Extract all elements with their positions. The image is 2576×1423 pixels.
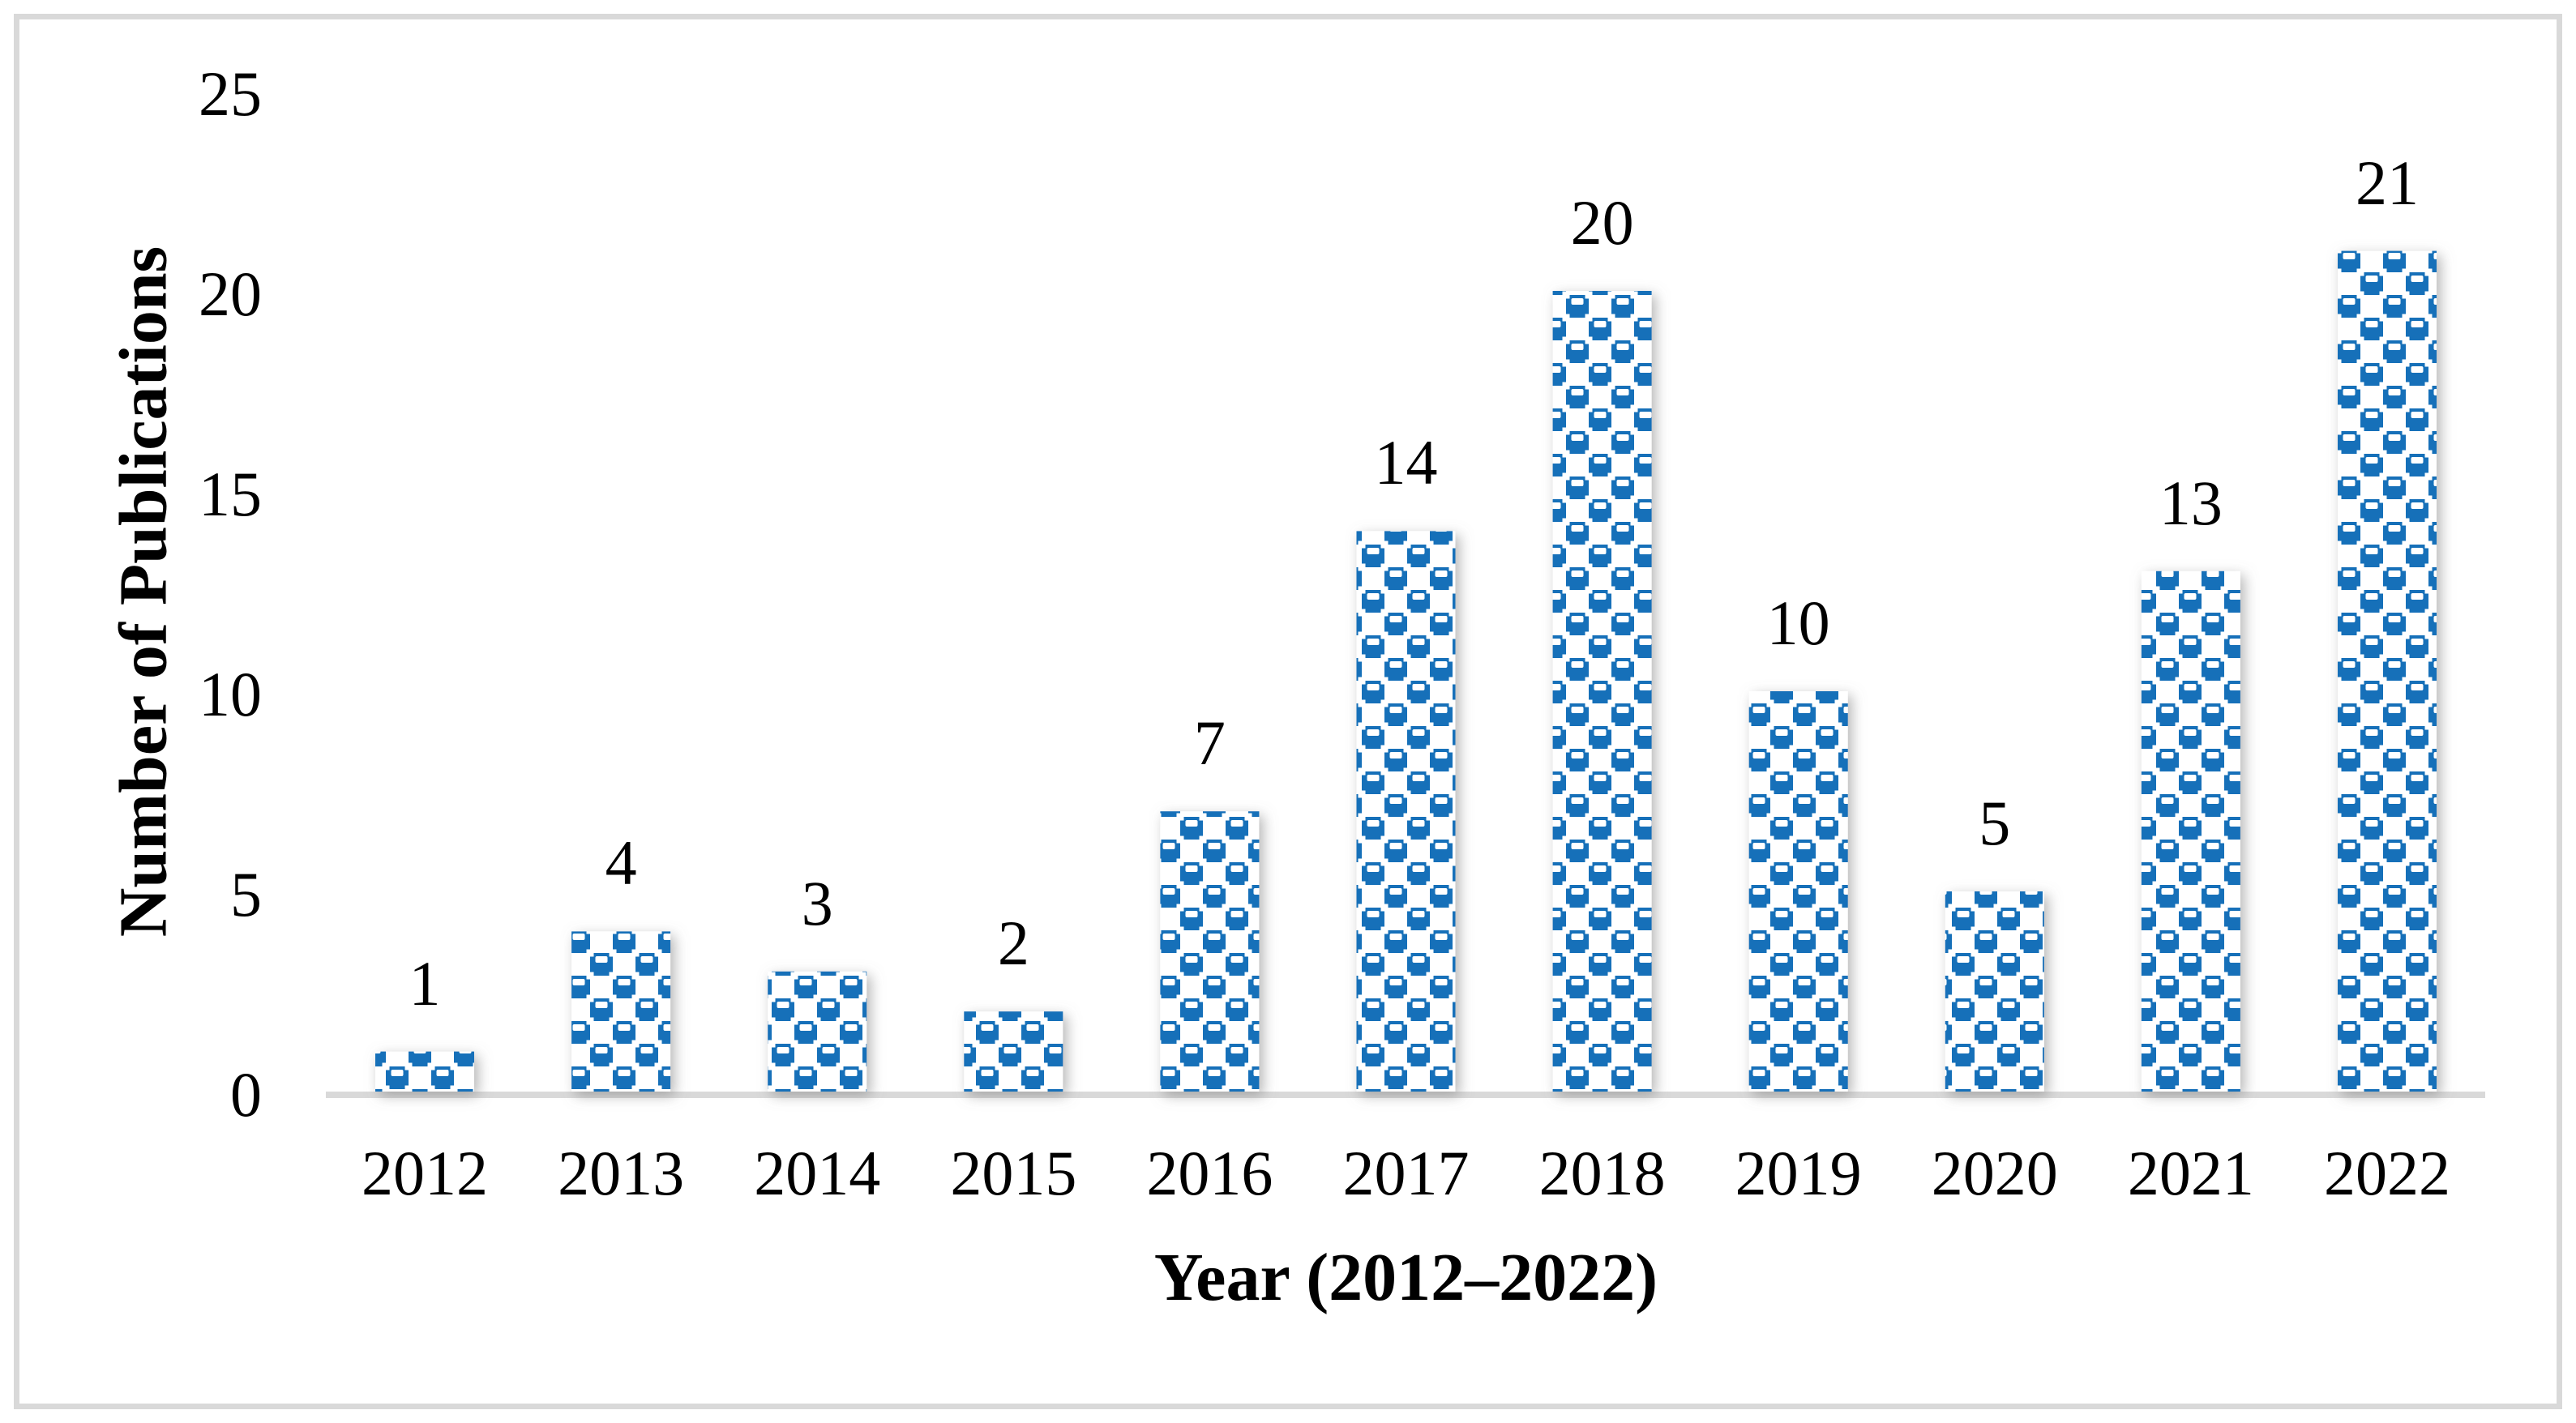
figure-border xyxy=(14,14,2562,1409)
bar-value-label-2016: 7 xyxy=(1193,707,1226,778)
x-tick-label-2017: 2017 xyxy=(1342,1138,1470,1208)
x-tick-label-2020: 2020 xyxy=(1931,1138,2058,1208)
x-tick-label-2019: 2019 xyxy=(1735,1138,1862,1208)
bar-2012 xyxy=(375,1051,474,1092)
bar-value-label-2013: 4 xyxy=(605,827,637,898)
x-axis-title: Year (2012–2022) xyxy=(1153,1240,1658,1315)
x-tick-label-2014: 2014 xyxy=(754,1138,881,1208)
y-tick-label-5: 5 xyxy=(230,859,262,929)
x-tick-label-2015: 2015 xyxy=(950,1138,1077,1208)
x-tick-label-2013: 2013 xyxy=(558,1138,685,1208)
y-tick-label-0: 0 xyxy=(230,1059,262,1130)
bar-value-label-2014: 3 xyxy=(801,868,833,938)
bar-2022 xyxy=(2338,250,2437,1092)
bar-value-label-2017: 14 xyxy=(1374,427,1438,498)
y-tick-label-20: 20 xyxy=(199,259,262,329)
bar-value-label-2015: 2 xyxy=(997,908,1029,978)
x-tick-label-2016: 2016 xyxy=(1146,1138,1273,1208)
y-tick-label-15: 15 xyxy=(199,459,262,529)
x-tick-label-2021: 2021 xyxy=(2127,1138,2254,1208)
bar-value-label-2020: 5 xyxy=(1979,788,2011,858)
bar-2019 xyxy=(1748,691,1848,1092)
bar-2018 xyxy=(1552,291,1652,1092)
bar-value-label-2019: 10 xyxy=(1766,588,1830,658)
x-tick-label-2022: 2022 xyxy=(2323,1138,2450,1208)
bar-2014 xyxy=(768,971,867,1092)
bar-2017 xyxy=(1356,531,1456,1092)
bar-value-label-2012: 1 xyxy=(409,948,441,1019)
y-tick-label-10: 10 xyxy=(199,659,262,729)
bar-value-label-2022: 21 xyxy=(2355,147,2419,218)
bar-2016 xyxy=(1160,811,1260,1092)
y-axis-title: Number of Publications xyxy=(105,246,182,938)
bar-2021 xyxy=(2141,570,2240,1092)
bar-2020 xyxy=(1945,891,2044,1092)
y-tick-label-25: 25 xyxy=(199,58,262,129)
x-tick-label-2012: 2012 xyxy=(362,1138,489,1208)
bar-series xyxy=(375,250,2437,1092)
bar-2015 xyxy=(964,1011,1063,1092)
bar-2013 xyxy=(571,931,671,1092)
x-tick-label-2018: 2018 xyxy=(1538,1138,1666,1208)
x-axis-line xyxy=(326,1092,2485,1098)
bar-value-label-2021: 13 xyxy=(2159,468,2223,538)
bar-value-label-2018: 20 xyxy=(1570,187,1634,258)
